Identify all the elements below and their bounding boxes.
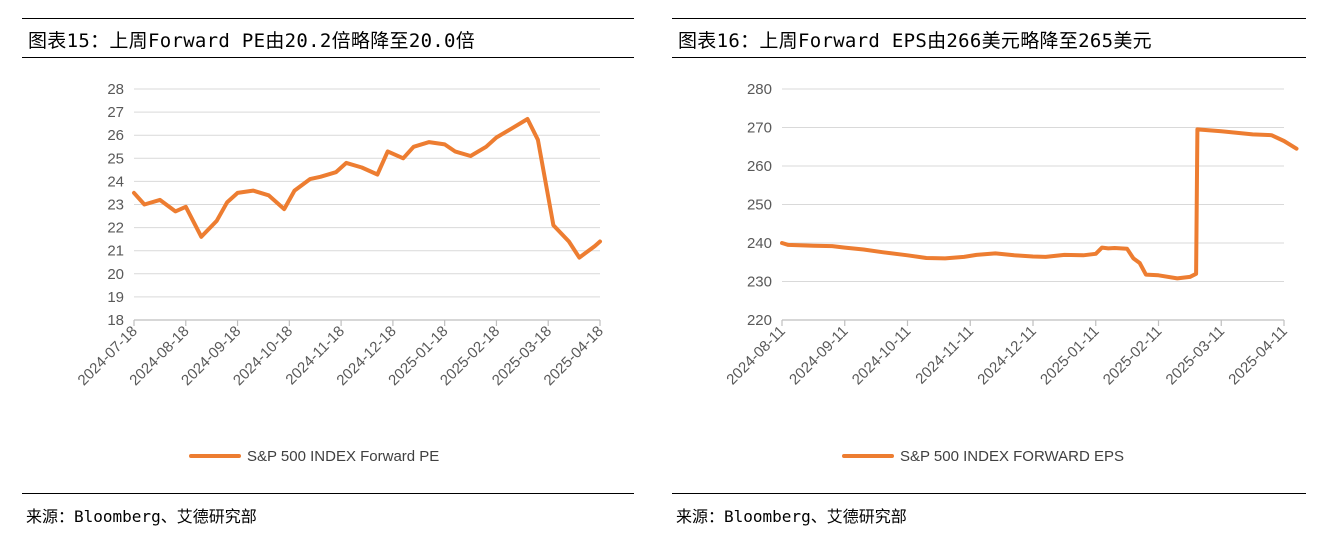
chart-source: 来源：Bloomberg、艾德研究部	[676, 507, 907, 526]
x-tick-label: 2024-08-11	[723, 323, 788, 388]
bottom-rule	[22, 493, 634, 494]
top-rule	[672, 18, 1306, 19]
x-tick-label: 2025-03-11	[1163, 323, 1228, 388]
title-rule	[22, 57, 634, 58]
series-line	[132, 117, 602, 260]
y-tick-label: 230	[747, 274, 772, 291]
x-tick-label: 2025-04-11	[1225, 323, 1290, 388]
x-tick-label: 2024-09-11	[786, 323, 851, 388]
chart-title: 图表15：上周Forward PE由20.2倍略降至20.0倍	[28, 30, 476, 52]
y-tick-label: 250	[747, 197, 772, 214]
chart-panel-eps: 图表16：上周Forward EPS由266美元略降至265美元 220 230 2…	[672, 0, 1306, 536]
y-tick-label: 20	[107, 266, 124, 283]
chart-source: 来源：Bloomberg、艾德研究部	[26, 507, 257, 526]
y-tick-label: 280	[747, 81, 772, 98]
legend-label: S&P 500 INDEX Forward PE	[247, 448, 439, 465]
y-tick-label: 270	[747, 120, 772, 137]
y-tick-label: 26	[107, 127, 124, 144]
legend-label: S&P 500 INDEX FORWARD EPS	[900, 448, 1124, 465]
series-line	[780, 127, 1299, 281]
y-tick-label: 25	[107, 150, 124, 167]
pe-chart: 18192021222324252627282024-07-182024-08-…	[75, 81, 607, 465]
y-tick-label: 22	[107, 220, 124, 237]
y-tick-label: 23	[107, 197, 124, 214]
y-tick-label: 27	[107, 104, 124, 121]
y-tick-label: 240	[747, 235, 772, 252]
x-tick-label: 2024-10-11	[849, 323, 914, 388]
top-rule	[22, 18, 634, 19]
bottom-rule	[672, 493, 1306, 494]
chart-title: 图表16：上周Forward EPS由266美元略降至265美元	[678, 30, 1152, 52]
y-tick-label: 18	[107, 312, 124, 329]
y-tick-label: 28	[107, 81, 124, 98]
eps-chart: 220 230 240 250 260 270 280 2024-08-112024-09-1…	[723, 81, 1299, 465]
y-tick-label: 260	[747, 158, 772, 175]
title-rule	[672, 57, 1306, 58]
x-tick-label: 2024-12-11	[974, 323, 1039, 388]
y-tick-label: 19	[107, 289, 124, 306]
x-tick-label: 2024-11-11	[912, 323, 977, 388]
chart-panel-pe: 图表15：上周Forward PE由20.2倍略降至20.0倍 18 19 20 21…	[22, 0, 634, 536]
y-tick-label: 24	[107, 173, 124, 190]
x-tick-label: 2025-01-11	[1037, 323, 1102, 388]
y-tick-label: 220	[747, 312, 772, 329]
y-tick-label: 21	[107, 243, 124, 260]
x-tick-label: 2025-02-11	[1100, 323, 1165, 388]
